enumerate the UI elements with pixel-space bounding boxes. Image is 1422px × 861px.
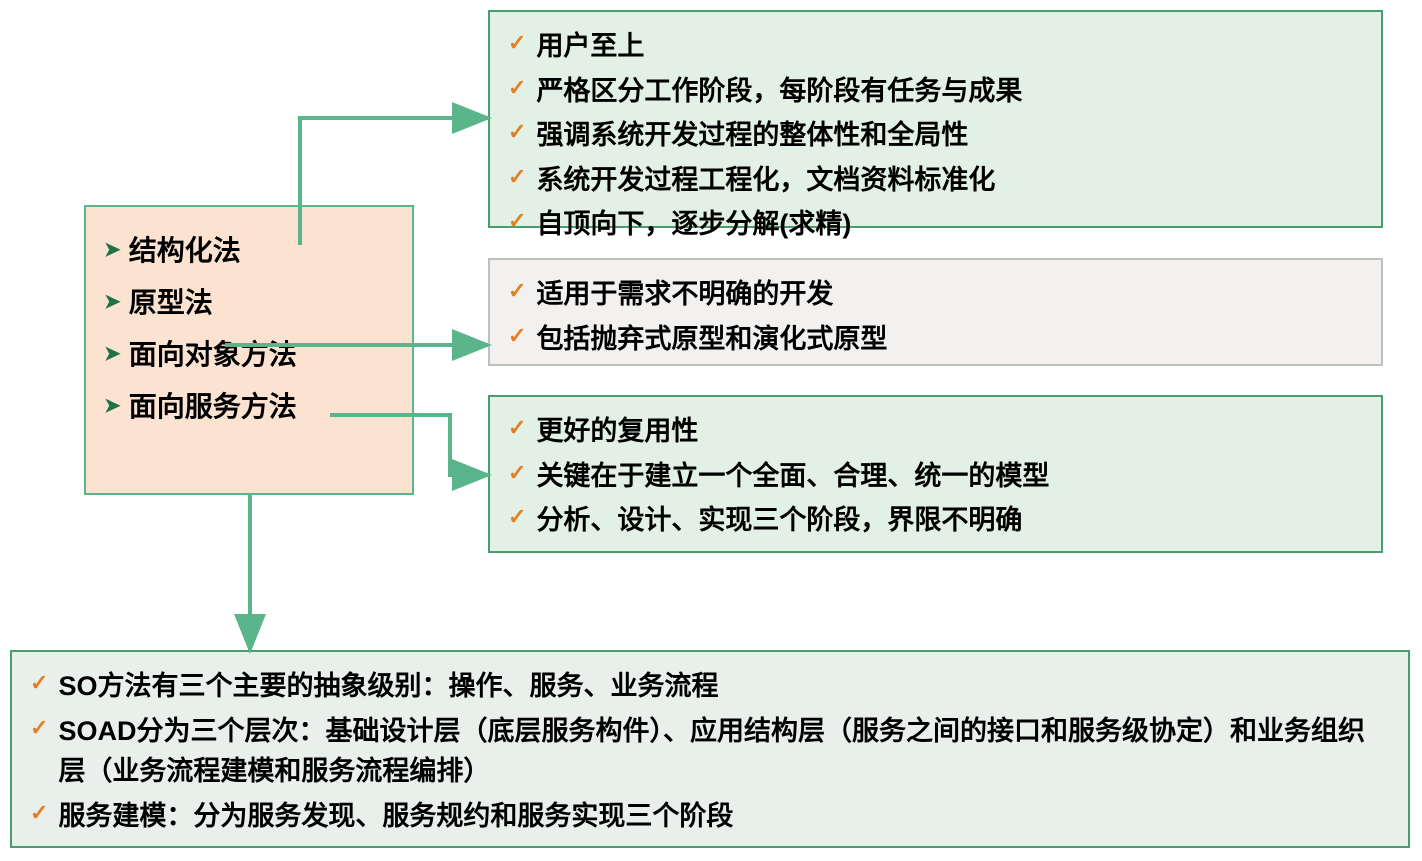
check-icon: ✓ bbox=[508, 204, 526, 237]
detail-item: ✓ 用户至上 bbox=[508, 26, 1363, 67]
arrow-icon: ➤ bbox=[104, 289, 121, 314]
method-item: ➤ 原型法 bbox=[104, 281, 394, 321]
detail-item: ✓ 分析、设计、实现三个阶段，界限不明确 bbox=[508, 500, 1363, 541]
method-label: 面向对象方法 bbox=[129, 333, 297, 373]
detail-text: SOAD分为三个层次：基础设计层（底层服务构件）、应用结构层（服务之间的接口和服… bbox=[58, 711, 1390, 792]
detail-item: ✓ 系统开发过程工程化，文档资料标准化 bbox=[508, 160, 1363, 201]
check-icon: ✓ bbox=[508, 500, 526, 533]
arrow-icon: ➤ bbox=[104, 341, 121, 366]
check-icon: ✓ bbox=[508, 319, 526, 352]
detail-text: 更好的复用性 bbox=[536, 411, 698, 452]
detail-text: 系统开发过程工程化，文档资料标准化 bbox=[536, 160, 995, 201]
check-icon: ✓ bbox=[508, 456, 526, 489]
check-icon: ✓ bbox=[30, 666, 48, 699]
detail-text: 严格区分工作阶段，每阶段有任务与成果 bbox=[536, 71, 1022, 112]
detail-text: 关键在于建立一个全面、合理、统一的模型 bbox=[536, 456, 1049, 497]
detail-item: ✓ 适用于需求不明确的开发 bbox=[508, 274, 1363, 315]
detail-text: 分析、设计、实现三个阶段，界限不明确 bbox=[536, 500, 1022, 541]
detail-item: ✓ SO方法有三个主要的抽象级别：操作、服务、业务流程 bbox=[30, 666, 1390, 707]
detail-box-prototype: ✓ 适用于需求不明确的开发 ✓ 包括抛弃式原型和演化式原型 bbox=[488, 258, 1383, 366]
detail-box-structured: ✓ 用户至上 ✓ 严格区分工作阶段，每阶段有任务与成果 ✓ 强调系统开发过程的整… bbox=[488, 10, 1383, 228]
detail-item: ✓ 服务建模：分为服务发现、服务规约和服务实现三个阶段 bbox=[30, 796, 1390, 837]
arrow-icon: ➤ bbox=[104, 237, 121, 262]
detail-text: 自顶向下，逐步分解(求精) bbox=[536, 204, 851, 245]
method-item: ➤ 面向对象方法 bbox=[104, 333, 394, 373]
check-icon: ✓ bbox=[508, 411, 526, 444]
detail-item: ✓ 严格区分工作阶段，每阶段有任务与成果 bbox=[508, 71, 1363, 112]
detail-text: 用户至上 bbox=[536, 26, 644, 67]
detail-item: ✓ SOAD分为三个层次：基础设计层（底层服务构件）、应用结构层（服务之间的接口… bbox=[30, 711, 1390, 792]
detail-item: ✓ 包括抛弃式原型和演化式原型 bbox=[508, 319, 1363, 360]
detail-item: ✓ 强调系统开发过程的整体性和全局性 bbox=[508, 115, 1363, 156]
methods-box: ➤ 结构化法 ➤ 原型法 ➤ 面向对象方法 ➤ 面向服务方法 bbox=[84, 205, 414, 495]
check-icon: ✓ bbox=[508, 160, 526, 193]
detail-text: 包括抛弃式原型和演化式原型 bbox=[536, 319, 887, 360]
method-item: ➤ 面向服务方法 bbox=[104, 385, 394, 425]
detail-item: ✓ 关键在于建立一个全面、合理、统一的模型 bbox=[508, 456, 1363, 497]
detail-text: 适用于需求不明确的开发 bbox=[536, 274, 833, 315]
detail-text: SO方法有三个主要的抽象级别：操作、服务、业务流程 bbox=[58, 666, 718, 707]
detail-box-object-oriented: ✓ 更好的复用性 ✓ 关键在于建立一个全面、合理、统一的模型 ✓ 分析、设计、实… bbox=[488, 395, 1383, 553]
method-label: 面向服务方法 bbox=[129, 385, 297, 425]
detail-box-service-oriented: ✓ SO方法有三个主要的抽象级别：操作、服务、业务流程 ✓ SOAD分为三个层次… bbox=[10, 650, 1410, 848]
detail-text: 强调系统开发过程的整体性和全局性 bbox=[536, 115, 968, 156]
detail-item: ✓ 更好的复用性 bbox=[508, 411, 1363, 452]
arrow-icon: ➤ bbox=[104, 393, 121, 418]
method-label: 原型法 bbox=[129, 281, 213, 321]
check-icon: ✓ bbox=[508, 115, 526, 148]
detail-text: 服务建模：分为服务发现、服务规约和服务实现三个阶段 bbox=[58, 796, 733, 837]
method-label: 结构化法 bbox=[129, 229, 241, 269]
method-item: ➤ 结构化法 bbox=[104, 229, 394, 269]
check-icon: ✓ bbox=[508, 274, 526, 307]
check-icon: ✓ bbox=[508, 71, 526, 104]
check-icon: ✓ bbox=[508, 26, 526, 59]
check-icon: ✓ bbox=[30, 796, 48, 829]
detail-item: ✓ 自顶向下，逐步分解(求精) bbox=[508, 204, 1363, 245]
check-icon: ✓ bbox=[30, 711, 48, 744]
